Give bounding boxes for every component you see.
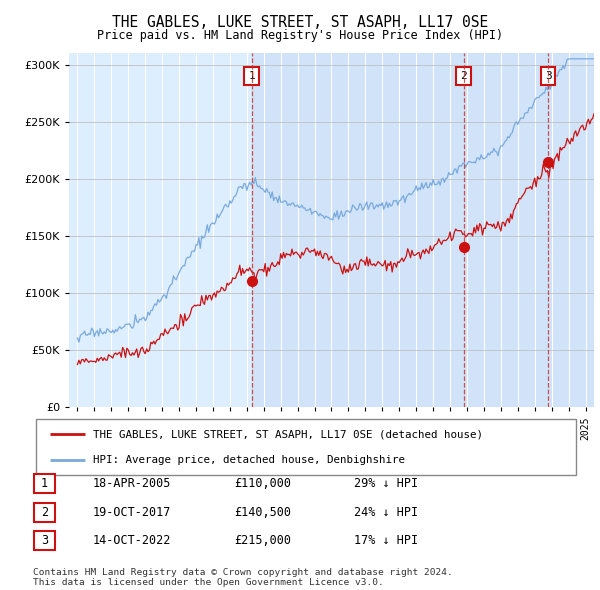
Text: 24% ↓ HPI: 24% ↓ HPI bbox=[354, 506, 418, 519]
Text: THE GABLES, LUKE STREET, ST ASAPH, LL17 0SE: THE GABLES, LUKE STREET, ST ASAPH, LL17 … bbox=[112, 15, 488, 30]
Text: 1: 1 bbox=[248, 71, 255, 81]
FancyBboxPatch shape bbox=[36, 419, 576, 475]
Text: 3: 3 bbox=[545, 71, 551, 81]
Text: £215,000: £215,000 bbox=[234, 534, 291, 547]
Text: 14-OCT-2022: 14-OCT-2022 bbox=[93, 534, 172, 547]
FancyBboxPatch shape bbox=[34, 474, 55, 493]
Text: 19-OCT-2017: 19-OCT-2017 bbox=[93, 506, 172, 519]
Text: 29% ↓ HPI: 29% ↓ HPI bbox=[354, 477, 418, 490]
FancyBboxPatch shape bbox=[34, 531, 55, 550]
Bar bbox=[252, 53, 594, 407]
Text: THE GABLES, LUKE STREET, ST ASAPH, LL17 0SE (detached house): THE GABLES, LUKE STREET, ST ASAPH, LL17 … bbox=[92, 429, 482, 439]
Text: 2: 2 bbox=[460, 71, 467, 81]
Text: £110,000: £110,000 bbox=[234, 477, 291, 490]
Text: 3: 3 bbox=[41, 534, 48, 547]
Text: Contains HM Land Registry data © Crown copyright and database right 2024.
This d: Contains HM Land Registry data © Crown c… bbox=[33, 568, 453, 587]
Text: 1: 1 bbox=[41, 477, 48, 490]
Text: HPI: Average price, detached house, Denbighshire: HPI: Average price, detached house, Denb… bbox=[92, 455, 404, 465]
Text: Price paid vs. HM Land Registry's House Price Index (HPI): Price paid vs. HM Land Registry's House … bbox=[97, 30, 503, 42]
Text: 18-APR-2005: 18-APR-2005 bbox=[93, 477, 172, 490]
Text: £140,500: £140,500 bbox=[234, 506, 291, 519]
Text: 17% ↓ HPI: 17% ↓ HPI bbox=[354, 534, 418, 547]
FancyBboxPatch shape bbox=[34, 503, 55, 522]
Text: 2: 2 bbox=[41, 506, 48, 519]
